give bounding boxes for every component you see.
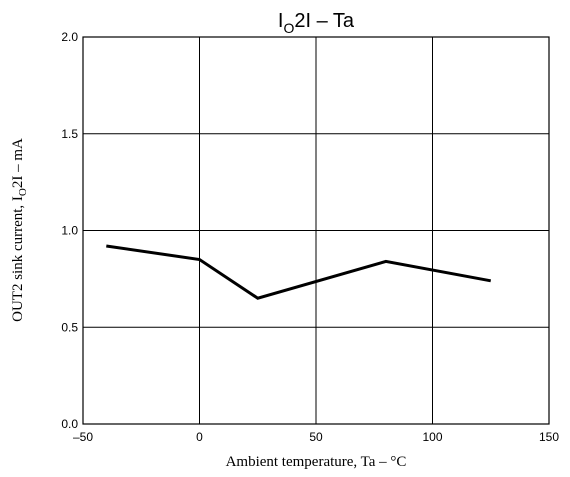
x-axis-label: Ambient temperature, Ta – °C bbox=[226, 454, 407, 470]
series-line bbox=[106, 244, 492, 300]
y-tick-label: 2.0 bbox=[61, 30, 78, 44]
plot-frame bbox=[82, 36, 550, 425]
y-tick-label: 0.0 bbox=[61, 417, 78, 431]
y-tick-label: 1.5 bbox=[61, 127, 78, 141]
x-tick-label: –50 bbox=[73, 430, 93, 444]
y-tick-label: 0.5 bbox=[61, 320, 78, 334]
grid bbox=[83, 37, 549, 424]
chart-title: IO2I – Ta bbox=[278, 10, 355, 36]
x-tick-label: 100 bbox=[422, 430, 442, 444]
x-tick-label: 50 bbox=[309, 430, 323, 444]
series-group bbox=[106, 244, 492, 300]
x-tick-label: 150 bbox=[539, 430, 559, 444]
y-tick-label: 1.0 bbox=[61, 224, 78, 238]
x-axis-ticks: –50 0 50 100 150 bbox=[73, 430, 559, 444]
x-tick-label: 0 bbox=[196, 430, 203, 444]
y-axis-ticks: 0.0 0.5 1.0 1.5 2.0 bbox=[61, 30, 78, 431]
y-axis-label: OUT2 sink current, IO2I – mA bbox=[10, 138, 29, 322]
